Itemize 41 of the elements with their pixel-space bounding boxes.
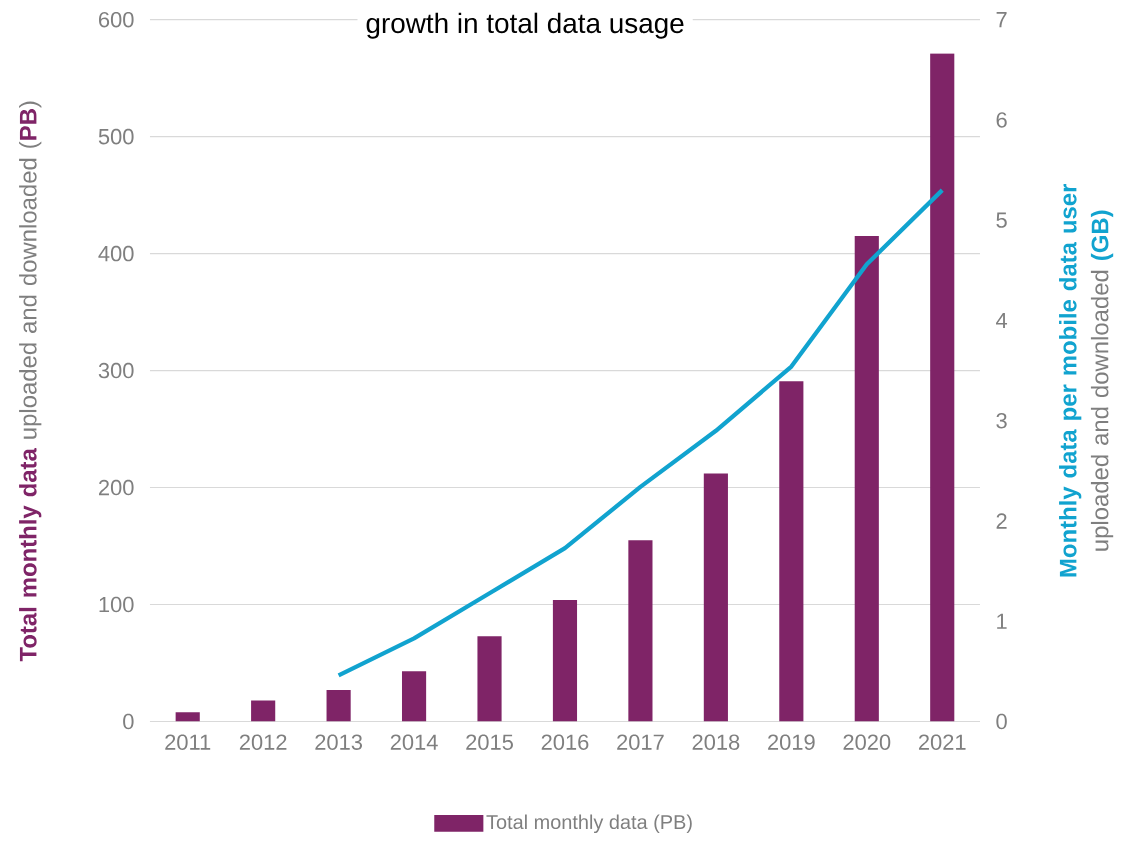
bar (251, 700, 276, 722)
y2-tick-label: 2 (996, 513, 1007, 529)
bar (779, 381, 804, 722)
y2-tick-label: 3 (996, 413, 1007, 429)
x-tick-label: 2013 (315, 734, 363, 751)
bar (477, 636, 502, 722)
y-tick-label: 0 (123, 713, 134, 730)
y2-tick-label: 0 (996, 713, 1007, 730)
legend-label: Total monthly data (PB) (486, 814, 692, 834)
bar (175, 712, 200, 722)
x-tick-label: 2021 (918, 734, 966, 751)
y2-tick-label: 4 (996, 313, 1008, 329)
x-tick-label: 2018 (692, 734, 740, 751)
bar (930, 53, 955, 722)
bar (401, 671, 427, 722)
x-tick-label: 2017 (617, 734, 664, 751)
line-series (336, 188, 945, 678)
bar (854, 236, 879, 722)
x-tick-label: 2020 (843, 734, 891, 751)
y-axis-title: Total monthly data uploaded and downloaded (PB) (19, 101, 42, 662)
x-tick-label: 2015 (466, 734, 513, 751)
y-tick-label: 600 (99, 12, 134, 28)
x-tick-label: 2019 (768, 734, 815, 751)
chart-title: growth in total data usage (366, 12, 684, 39)
x-tick-label: 2011 (165, 734, 211, 751)
x-tick-label: 2014 (390, 734, 438, 751)
bar (628, 540, 653, 722)
x-tick-label: 2012 (239, 734, 287, 751)
y-tick-label: 300 (98, 362, 134, 379)
bar (326, 690, 351, 722)
y-tick-label: 500 (98, 129, 134, 145)
x-tick-label: 2016 (541, 734, 589, 751)
y-tick-label: 100 (99, 596, 134, 613)
bar (703, 473, 728, 722)
bar (552, 600, 578, 722)
y-tick-label: 400 (98, 246, 134, 262)
y2-tick-label: 1 (997, 613, 1007, 629)
y-tick-label: 200 (99, 479, 134, 496)
y2-tick-label: 5 (996, 212, 1007, 228)
y2-tick-label: 6 (996, 112, 1007, 128)
y2-tick-label: 7 (996, 12, 1007, 28)
